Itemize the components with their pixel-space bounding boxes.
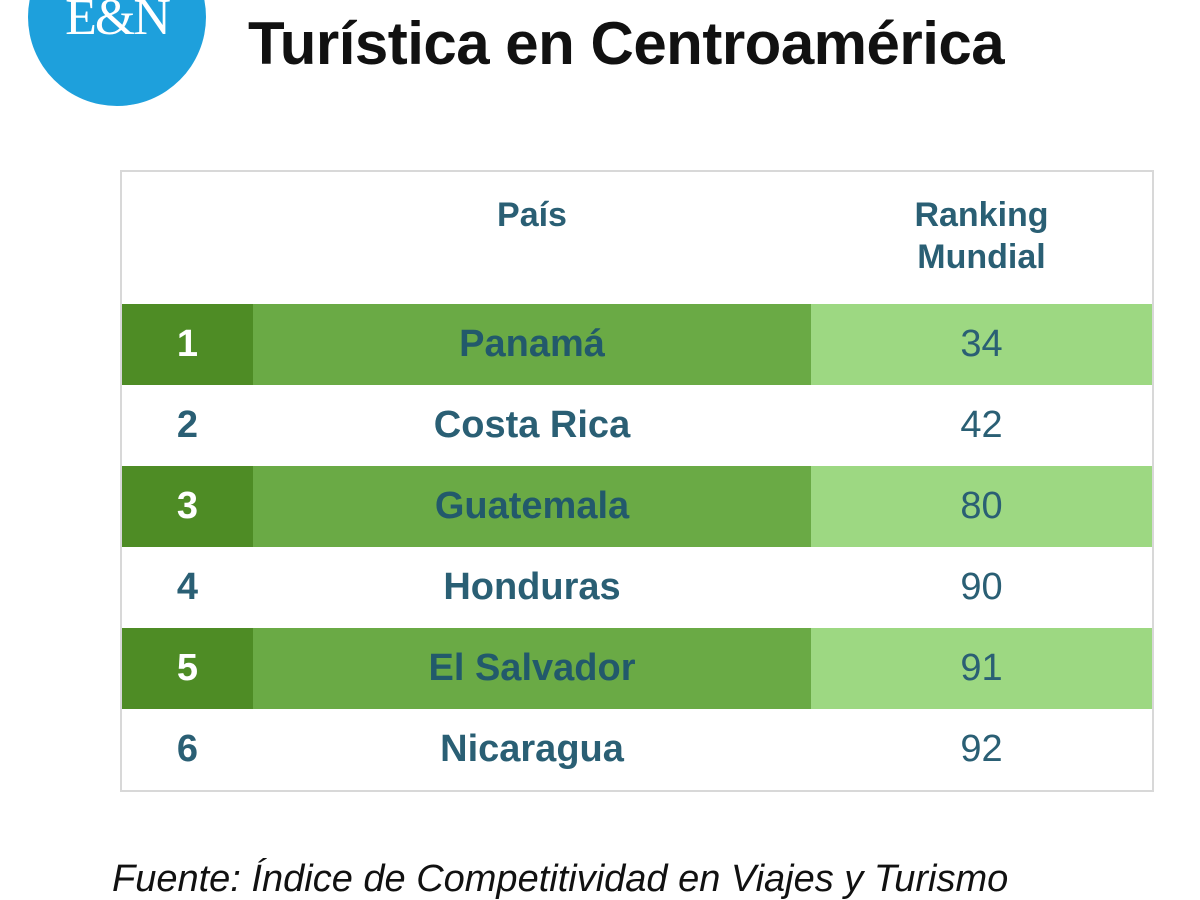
- row-ranking: 92: [960, 728, 1003, 770]
- source-note: Fuente: Índice de Competitividad en Viaj…: [112, 858, 1009, 900]
- row-country: Costa Rica: [433, 404, 631, 446]
- row-position: 4: [176, 566, 199, 608]
- logo-text: E&N: [65, 0, 171, 46]
- row-position: 2: [176, 404, 199, 446]
- row-country: Honduras: [443, 566, 621, 608]
- row-position: 1: [122, 304, 253, 385]
- row-position: 5: [122, 628, 253, 709]
- table-row: 4 Honduras 90: [122, 547, 1152, 628]
- en-logo: E&N: [28, 0, 206, 106]
- table-row: 5 El Salvador 91: [122, 628, 1152, 709]
- row-ranking: 80: [811, 466, 1152, 547]
- row-country: Guatemala: [253, 466, 811, 547]
- table-row: 6 Nicaragua 92: [122, 709, 1152, 790]
- row-position: 3: [122, 466, 253, 547]
- table-row: 3 Guatemala 80: [122, 466, 1152, 547]
- table-row: 2 Costa Rica 42: [122, 385, 1152, 466]
- row-ranking: 34: [811, 304, 1152, 385]
- table-header: País Ranking Mundial: [122, 172, 1152, 304]
- row-country: El Salvador: [253, 628, 811, 709]
- header-ranking: Ranking Mundial: [811, 172, 1152, 304]
- ranking-table: País Ranking Mundial 1 Panamá 34 2 Costa…: [120, 170, 1154, 792]
- row-country: Nicaragua: [440, 728, 624, 770]
- row-country: Panamá: [253, 304, 811, 385]
- header-ranking-label: Ranking Mundial: [914, 196, 1049, 276]
- row-ranking: 90: [960, 566, 1003, 608]
- row-position: 6: [176, 728, 199, 770]
- header-country: País: [497, 196, 567, 234]
- page-title: Turística en Centroamérica: [248, 10, 1005, 77]
- row-ranking: 42: [960, 404, 1003, 446]
- table-body: 1 Panamá 34 2 Costa Rica 42 3 Guatemala …: [122, 304, 1152, 790]
- table-row: 1 Panamá 34: [122, 304, 1152, 385]
- row-ranking: 91: [811, 628, 1152, 709]
